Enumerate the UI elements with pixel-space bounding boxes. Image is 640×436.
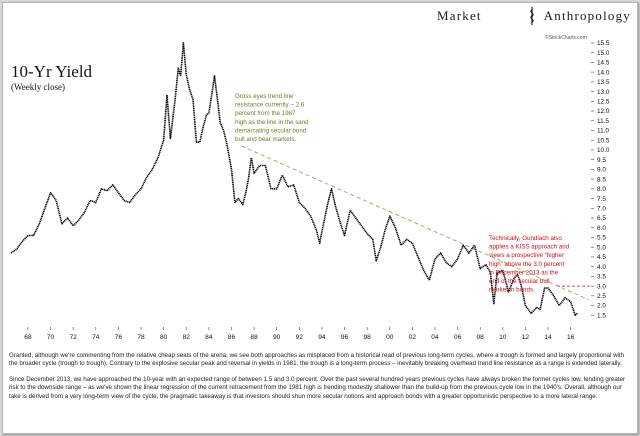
caption-paragraph-1: Granted, although we're commenting from …: [9, 352, 625, 368]
brand-name-left: Market: [437, 8, 482, 23]
y-tick-label: 8.0: [597, 186, 606, 193]
y-tick-label: 4.0: [597, 264, 606, 271]
x-tick-label: 16: [567, 334, 575, 341]
y-tick-label: 10.5: [597, 137, 610, 144]
x-tick-label: 00: [386, 334, 394, 341]
y-tick-label: 13.0: [597, 89, 610, 96]
annotation-line: Technically, Gundlach also: [489, 235, 562, 242]
y-tick-label: 9.5: [597, 157, 606, 164]
y-tick-label: 11.0: [597, 128, 609, 135]
annotation-line: end of the secular bull: [489, 278, 550, 285]
y-tick-label: 13.5: [597, 79, 610, 86]
chart-lines: [241, 145, 591, 301]
chart-title: 10-Yr Yield: [11, 62, 93, 81]
annotation-line: applies a KISS approach and: [489, 244, 570, 251]
y-tick-label: 15.0: [597, 50, 610, 57]
x-axis: 68 70 72 74 76 78 80 82 84 86 88 90 92 94 96 98 00 02 04 06…: [24, 327, 575, 341]
series-group: [10, 42, 578, 317]
yield-chart: 10-Yr Yield (Weekly close) ©StockCharts.…: [10, 34, 610, 341]
y-tick-label: 14.0: [597, 69, 610, 76]
annotation-line: market in bonds.: [489, 287, 535, 294]
y-tick-label: 15.5: [597, 40, 610, 47]
annotation-line: views a prospective “higher: [489, 252, 564, 259]
y-tick-label: 4.5: [597, 254, 606, 261]
caption-paragraph-2: Since December 2013, we have approached …: [9, 375, 626, 400]
x-tick-label: 78: [137, 334, 145, 341]
x-tick-label: 80: [160, 334, 168, 341]
x-tick-label: 74: [92, 334, 100, 341]
x-tick-label: 76: [115, 334, 123, 341]
y-tick-label: 3.5: [597, 274, 606, 281]
x-tick-label: 98: [363, 334, 371, 341]
annotation-line: demarcating secular bond: [235, 127, 307, 134]
y-axis: 1.5 2.0 2.5 3.0 3.5 4.0 4.5 5.0 5.5 6.0 6.5 7.0 7.5 8…: [591, 40, 610, 319]
y-tick-label: 10.0: [597, 147, 610, 154]
logo-icon: [530, 7, 534, 25]
x-tick-label: 88: [250, 334, 258, 341]
annotation-line: percent from the 1987: [235, 110, 296, 117]
annotation-line: in December 2013 as the: [489, 269, 559, 276]
annotation-line: resistance currently ~ 2.6: [235, 102, 305, 109]
x-tick-label: 90: [273, 334, 281, 341]
annotation-line: bull and bear markets.: [235, 136, 297, 143]
x-tick-label: 72: [70, 334, 78, 341]
yield-series-line: [10, 42, 578, 317]
caption-text: Granted, although we're commenting from …: [9, 352, 631, 408]
y-tick-label: 1.5: [597, 312, 606, 319]
x-tick-label: 82: [183, 334, 191, 341]
y-tick-label: 5.0: [597, 244, 606, 251]
y-tick-label: 6.0: [597, 225, 606, 232]
x-tick-label: 02: [409, 334, 417, 341]
y-tick-label: 2.0: [597, 303, 606, 310]
x-tick-label: 14: [544, 334, 552, 341]
x-tick-label: 04: [431, 334, 439, 341]
x-tick-label: 94: [318, 334, 326, 341]
y-tick-label: 7.5: [597, 196, 606, 203]
x-tick-label: 92: [296, 334, 304, 341]
y-tick-label: 12.0: [597, 108, 610, 115]
x-tick-label: 68: [24, 334, 32, 341]
y-tick-label: 14.5: [597, 60, 610, 67]
trend-line: [241, 145, 589, 301]
annotation-line: high” above the 3.0 percent: [489, 261, 565, 268]
annotation-line: high as the line in the sand: [235, 119, 309, 126]
y-tick-label: 12.5: [597, 99, 610, 106]
y-tick-label: 11.5: [597, 118, 609, 125]
y-tick-label: 3.0: [597, 283, 606, 290]
x-tick-label: 12: [522, 334, 530, 341]
y-tick-label: 5.5: [597, 235, 606, 242]
x-tick-label: 06: [454, 334, 462, 341]
y-tick-label: 8.5: [597, 176, 606, 183]
y-tick-label: 9.0: [597, 167, 606, 174]
annotations: Gross eyes trend line resistance currentl…: [235, 93, 570, 294]
x-tick-label: 08: [477, 334, 485, 341]
annotation-line: Gross eyes trend line: [235, 93, 294, 100]
x-tick-label: 96: [341, 334, 349, 341]
y-tick-label: 6.5: [597, 215, 606, 222]
y-tick-label: 2.5: [597, 293, 606, 300]
chart-subtitle: (Weekly close): [11, 82, 65, 92]
x-tick-label: 84: [205, 334, 213, 341]
x-tick-label: 86: [228, 334, 236, 341]
x-tick-label: 70: [47, 334, 55, 341]
x-tick-label: 10: [499, 334, 507, 341]
chart-source: ©StockCharts.com: [545, 34, 587, 41]
y-tick-label: 7.0: [597, 205, 606, 212]
brand-name-right: Anthropology: [543, 8, 631, 23]
